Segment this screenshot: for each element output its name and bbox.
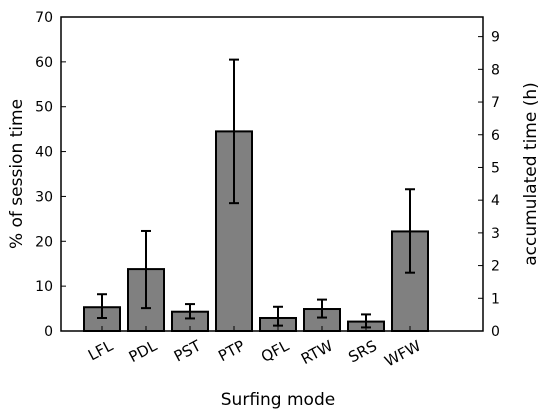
x-tick-label: PDL bbox=[126, 336, 161, 366]
y-tick-label: 10 bbox=[35, 279, 53, 295]
y-tick-label: 70 bbox=[35, 10, 53, 26]
x-axis-title: Surfing mode bbox=[221, 390, 335, 410]
y-tick-label: 50 bbox=[35, 100, 53, 116]
y-tick-label: 40 bbox=[35, 145, 53, 161]
y2-tick-label: 4 bbox=[491, 193, 500, 209]
y-tick-label: 0 bbox=[44, 324, 53, 340]
y2-tick-label: 3 bbox=[491, 226, 500, 242]
left-y-axis-title: % of session time bbox=[7, 99, 27, 249]
error-bar-pst bbox=[185, 303, 195, 320]
y2-tick-label: 9 bbox=[491, 30, 500, 46]
y-tick-label: 30 bbox=[35, 189, 53, 205]
y2-tick-label: 7 bbox=[491, 95, 500, 111]
y2-tick-label: 6 bbox=[491, 128, 500, 144]
error-bar-ptp bbox=[229, 58, 239, 205]
plot-frame bbox=[60, 16, 484, 332]
y2-tick-label: 8 bbox=[491, 62, 500, 78]
x-tick-label: QFL bbox=[258, 336, 292, 366]
x-tick-label: PST bbox=[171, 336, 205, 365]
x-axis: LFL PDL PST PTP QFL RTW SRS WFW bbox=[85, 326, 424, 371]
y-tick-label: 60 bbox=[35, 55, 53, 71]
x-tick-label: LFL bbox=[85, 336, 116, 364]
error-bar-qfl bbox=[273, 305, 283, 327]
error-bars-layer bbox=[97, 58, 415, 329]
error-bar-lfl bbox=[97, 293, 107, 319]
x-tick-label: PTP bbox=[215, 337, 248, 366]
y-tick-label: 20 bbox=[35, 234, 53, 250]
right-y-axis-title: accumulated time (h) bbox=[521, 82, 541, 266]
y2-tick-label: 1 bbox=[491, 291, 500, 307]
y2-tick-label: 0 bbox=[491, 324, 500, 340]
bars-layer bbox=[83, 130, 429, 332]
error-bar-rtw bbox=[317, 298, 327, 319]
x-tick-label: WFW bbox=[382, 337, 424, 371]
left-y-axis: 0 10 20 30 40 50 60 70 bbox=[35, 10, 66, 340]
y2-tick-label: 2 bbox=[491, 259, 500, 275]
y2-tick-label: 5 bbox=[491, 160, 500, 176]
x-tick-label: SRS bbox=[345, 337, 379, 367]
error-bar-wfw bbox=[405, 188, 415, 274]
x-tick-label: RTW bbox=[298, 337, 336, 369]
error-bar-pdl bbox=[141, 229, 151, 310]
right-y-axis: 0 1 2 3 4 5 6 7 8 9 bbox=[478, 30, 500, 340]
